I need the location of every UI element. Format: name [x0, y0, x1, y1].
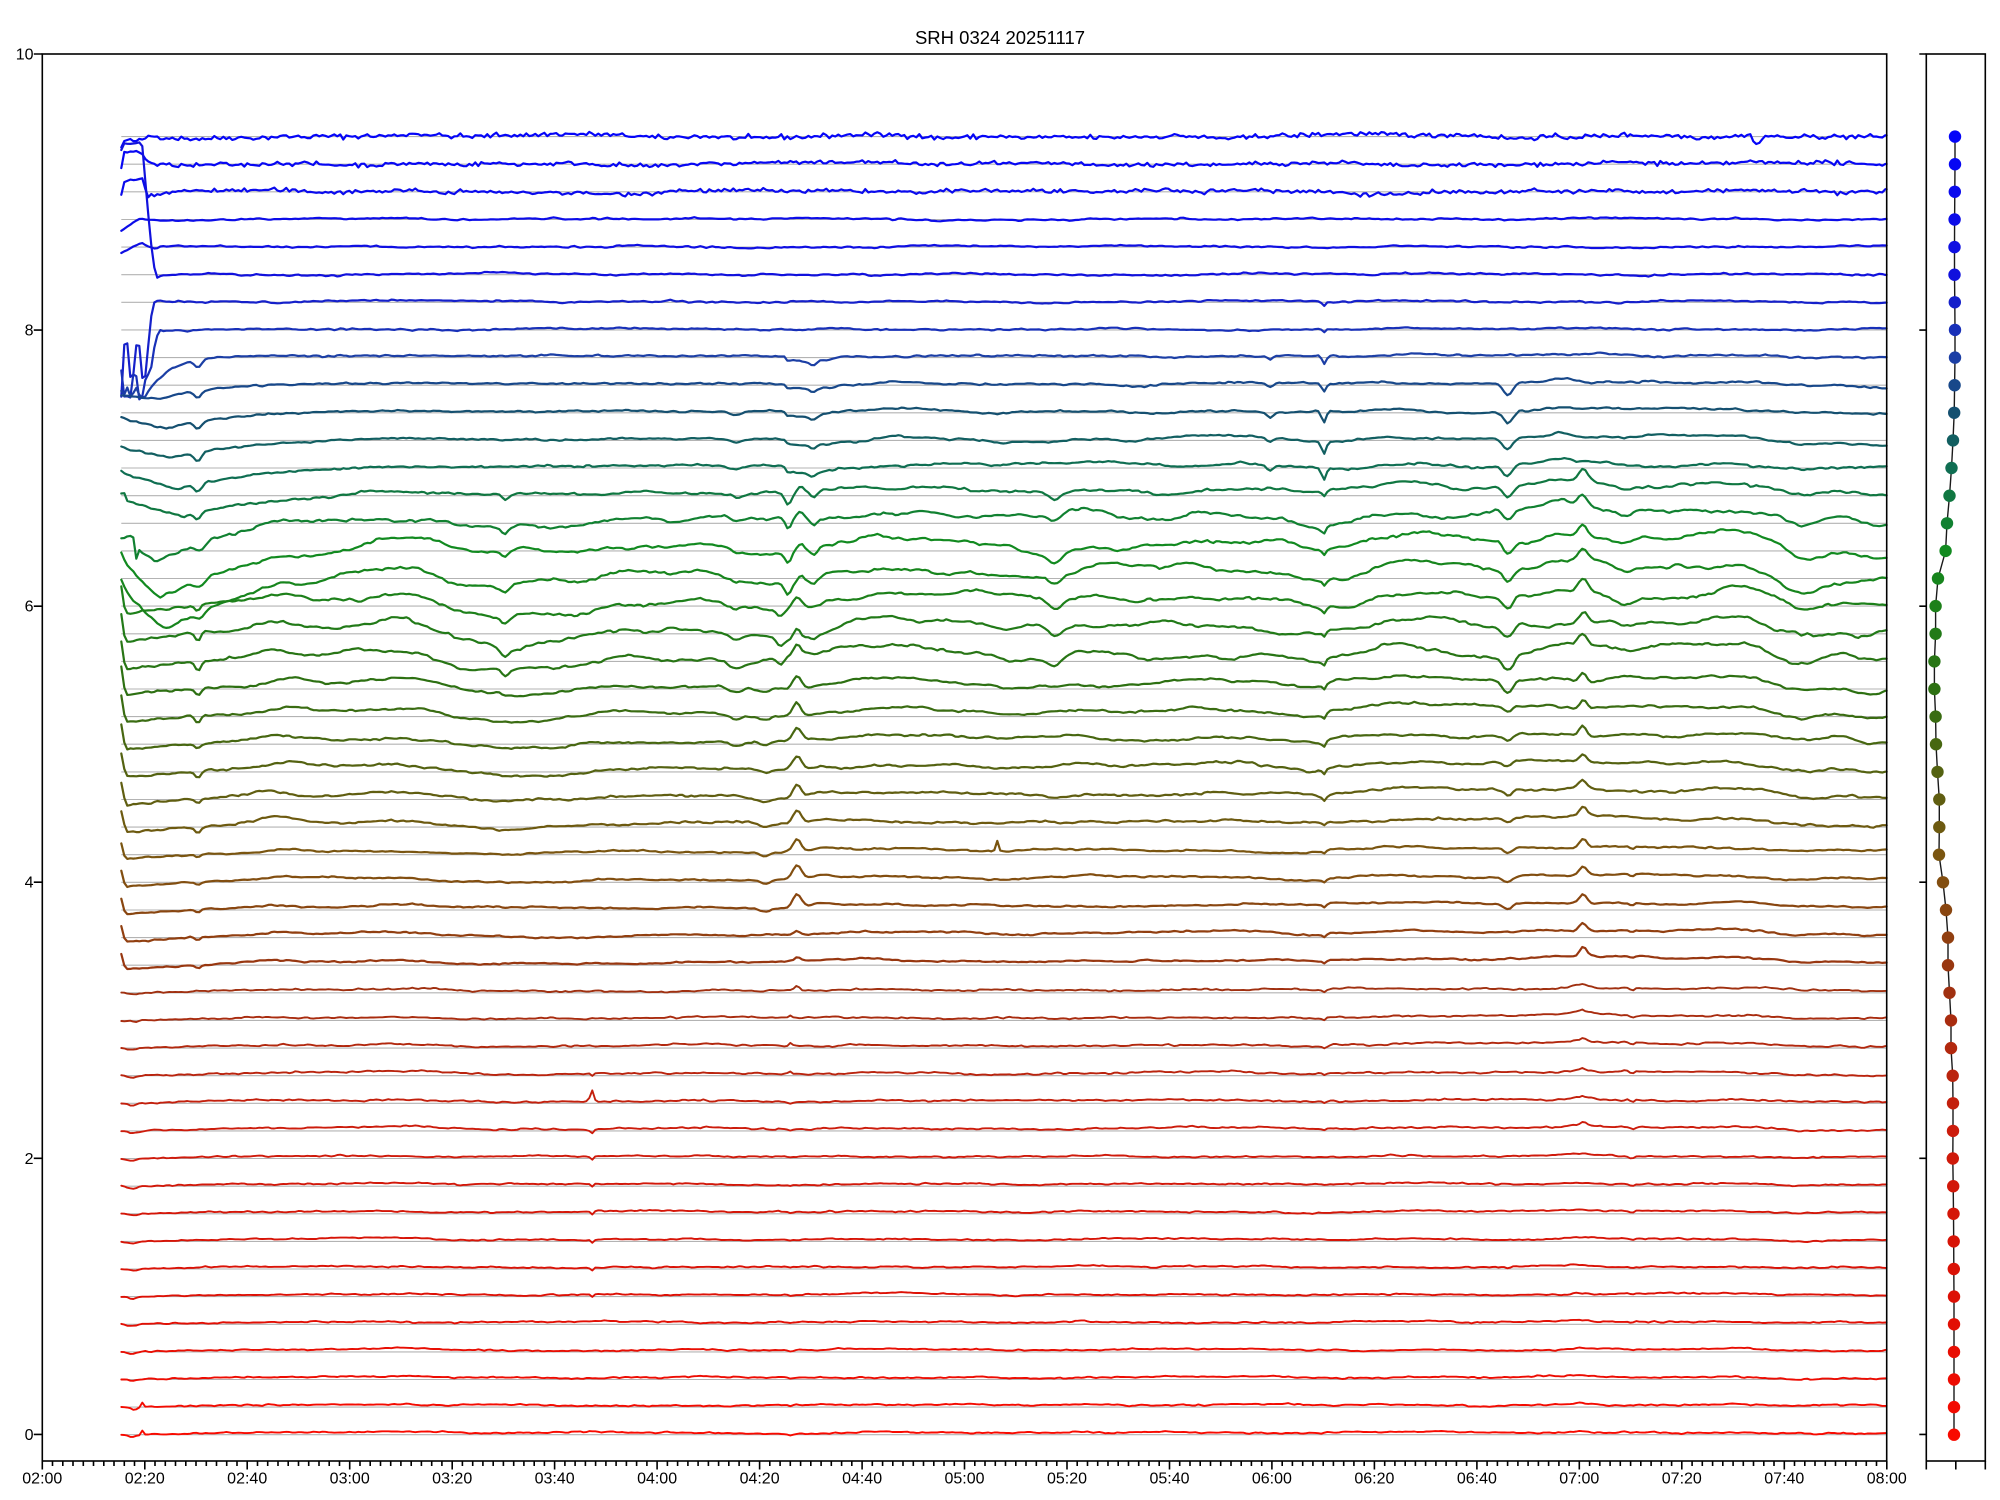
svg-text:SRH 0324 20251117: SRH 0324 20251117: [915, 27, 1085, 48]
svg-text:05:20: 05:20: [1047, 1471, 1087, 1488]
svg-text:08:00: 08:00: [1867, 1471, 1907, 1488]
svg-text:6: 6: [25, 599, 34, 616]
svg-text:03:20: 03:20: [432, 1471, 472, 1488]
svg-text:04:00: 04:00: [637, 1471, 677, 1488]
svg-text:03:40: 03:40: [535, 1471, 575, 1488]
svg-text:07:20: 07:20: [1662, 1471, 1702, 1488]
svg-text:05:40: 05:40: [1149, 1471, 1189, 1488]
svg-text:8: 8: [25, 323, 34, 340]
svg-text:06:00: 06:00: [1252, 1471, 1292, 1488]
svg-text:07:40: 07:40: [1764, 1471, 1804, 1488]
svg-text:06:40: 06:40: [1457, 1471, 1497, 1488]
svg-text:06:20: 06:20: [1354, 1471, 1394, 1488]
svg-text:2: 2: [25, 1151, 34, 1168]
svg-text:04:20: 04:20: [740, 1471, 780, 1488]
svg-text:07:00: 07:00: [1559, 1471, 1599, 1488]
svg-text:02:20: 02:20: [125, 1471, 165, 1488]
svg-text:04:40: 04:40: [842, 1471, 882, 1488]
svg-text:0: 0: [25, 1427, 34, 1444]
svg-text:03:00: 03:00: [330, 1471, 370, 1488]
svg-text:05:00: 05:00: [944, 1471, 984, 1488]
svg-text:4: 4: [25, 875, 34, 892]
svg-text:10: 10: [16, 47, 34, 64]
svg-text:02:00: 02:00: [22, 1471, 62, 1488]
svg-text:02:40: 02:40: [227, 1471, 267, 1488]
